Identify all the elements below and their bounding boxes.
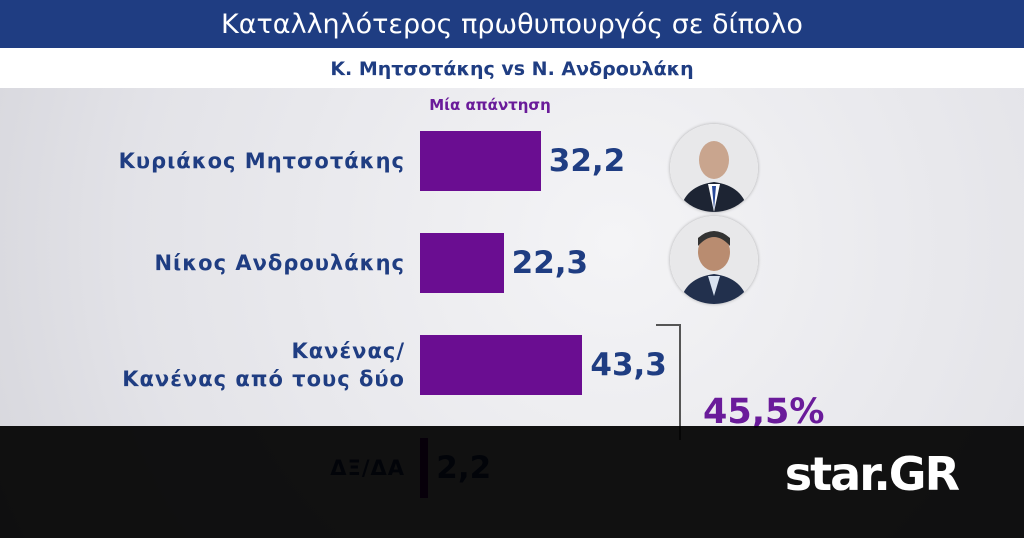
footer-band — [0, 426, 1024, 538]
value-label: 32,2 — [548, 143, 626, 179]
category-label: Κανένας/ Κανένας από τους δύο — [122, 339, 405, 391]
logo: star.GR — [784, 447, 960, 501]
value-label: 22,3 — [511, 245, 589, 281]
portrait-image — [670, 216, 758, 304]
series-label: Μία απάντηση — [429, 96, 551, 114]
bar — [420, 335, 583, 395]
value-label: 43,3 — [590, 347, 667, 383]
bar — [420, 233, 504, 293]
category-label: Κυριάκος Μητσοτάκης — [118, 149, 405, 173]
chart-title: Καταλληλότερος πρωθυπουργός σε δίπολο — [0, 0, 1024, 48]
portrait — [670, 216, 758, 304]
portrait-image — [670, 124, 758, 212]
annotation: 45,5% — [703, 392, 825, 432]
portrait — [670, 124, 758, 212]
bar — [420, 131, 541, 191]
chart-subtitle: Κ. Μητσοτάκης vs Ν. Ανδρουλάκη — [0, 48, 1024, 88]
category-label: Νίκος Ανδρουλάκης — [154, 251, 405, 275]
